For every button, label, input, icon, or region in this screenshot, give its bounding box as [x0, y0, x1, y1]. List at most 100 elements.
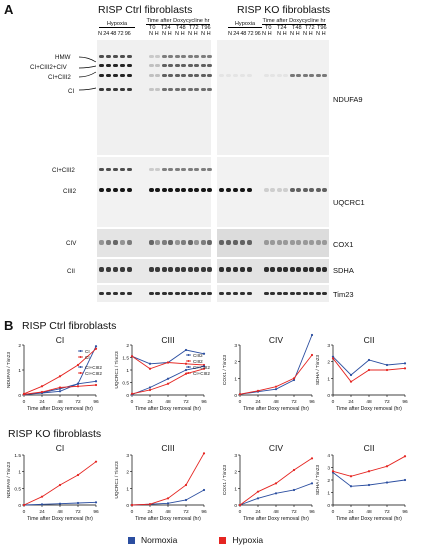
ko-nh-4: N H	[316, 31, 326, 37]
blot-band	[99, 188, 104, 192]
blot-band	[181, 267, 186, 272]
blot-band	[127, 292, 132, 295]
blot-band	[233, 267, 238, 272]
blot-band	[277, 188, 282, 192]
y-tick-label: 0	[234, 393, 237, 399]
blot-band	[149, 64, 154, 67]
blot-band	[113, 292, 118, 295]
data-point	[274, 385, 278, 388]
y-tick-label: 1.5	[122, 356, 129, 362]
data-point	[274, 388, 278, 391]
y-tick-label: 2	[327, 360, 330, 366]
blot-band	[201, 74, 206, 77]
blot-band	[316, 74, 321, 77]
blot-band	[127, 267, 132, 272]
blot-band	[233, 188, 238, 192]
blot-band	[127, 88, 132, 91]
data-point	[76, 501, 80, 505]
blot-band	[120, 74, 125, 77]
blot-band	[127, 188, 132, 192]
blot-band	[290, 292, 295, 295]
label-ci: CI	[68, 88, 75, 95]
blot-band	[309, 188, 314, 192]
blot-band	[175, 292, 180, 295]
x-tick-label: 0	[332, 509, 335, 515]
ctrl-chart-row-title: RISP Ctrl fibroblasts	[22, 320, 117, 332]
chart-title: CIV	[269, 335, 284, 345]
label-ci-ciii-civ: CI+CIII2+CIV	[30, 64, 67, 71]
blot-band	[181, 168, 186, 171]
blot-band	[99, 88, 104, 91]
blot-band	[155, 188, 160, 192]
blot-band	[194, 64, 199, 67]
blot-band	[106, 240, 111, 245]
blot-band	[233, 292, 238, 295]
x-tick-label: 96	[201, 509, 207, 515]
blot-band	[201, 168, 206, 171]
blot-band	[322, 292, 327, 295]
chart-legend-marker	[187, 360, 190, 362]
blot-band	[219, 267, 224, 272]
ko-t72: T72	[305, 25, 315, 31]
ko-blot-title: RISP KO fibroblasts	[237, 4, 331, 16]
blot-band	[181, 74, 186, 77]
data-point	[58, 390, 62, 393]
data-point	[166, 497, 170, 500]
data-point	[385, 481, 389, 484]
blot-band	[283, 267, 288, 272]
blot-band	[290, 267, 295, 272]
blot-band	[270, 240, 275, 245]
blot-band	[207, 64, 212, 67]
x-tick-label: 24	[348, 509, 354, 515]
blot-band	[270, 74, 275, 77]
blot-band	[99, 64, 104, 67]
ko-nh-0: N H	[262, 31, 272, 37]
blot-band	[194, 292, 199, 295]
ko-t96: T96	[317, 25, 327, 31]
blot-band	[162, 188, 167, 192]
blot-band	[162, 292, 167, 295]
y-axis-label: COX1 / Tim23	[222, 355, 228, 385]
blot-band	[283, 74, 288, 77]
data-point	[94, 501, 98, 504]
blot-band	[316, 240, 321, 245]
x-axis-label: Time after Doxy removal (hr)	[135, 406, 201, 412]
data-point	[94, 345, 98, 348]
data-point	[184, 498, 188, 502]
blot-band	[264, 240, 269, 245]
data-point	[58, 375, 62, 378]
data-point	[148, 503, 152, 506]
x-tick-label: 0	[131, 509, 134, 515]
legend-hypoxia-swatch	[219, 536, 227, 544]
x-tick-label: 24	[255, 509, 261, 515]
blot-band	[168, 240, 173, 245]
y-axis-label: SDHA / Tim23	[315, 465, 321, 495]
blot-band	[207, 292, 212, 295]
blot-band	[207, 267, 212, 272]
blot-band	[283, 240, 288, 245]
data-point	[256, 490, 260, 493]
legend: Normoxia Hypoxia	[128, 535, 263, 545]
blot-band	[175, 55, 180, 58]
blot-band	[188, 88, 193, 91]
y-axis-label: UQCRC1 / Tim23	[114, 461, 120, 499]
chart-legend-label: CI+CIII2	[193, 365, 210, 370]
blot-band	[175, 240, 180, 245]
blot-tim23-ctrl	[97, 285, 211, 302]
blot-band	[149, 292, 154, 295]
label-uqcrc1: UQCRC1	[333, 198, 365, 207]
x-tick-label: 48	[366, 399, 372, 405]
blot-band	[106, 88, 111, 91]
label-civ: CIV	[66, 240, 77, 247]
y-tick-label: 3	[327, 343, 330, 349]
data-point	[310, 333, 314, 337]
blot-band	[219, 240, 224, 245]
y-tick-label: 1	[18, 368, 21, 374]
blot-band	[155, 292, 160, 295]
label-ci-ciii-2: CI+CIII2	[52, 167, 75, 174]
chart-legend-marker	[187, 354, 190, 356]
blot-band	[226, 292, 231, 295]
data-point	[274, 492, 278, 495]
data-point	[130, 503, 134, 507]
